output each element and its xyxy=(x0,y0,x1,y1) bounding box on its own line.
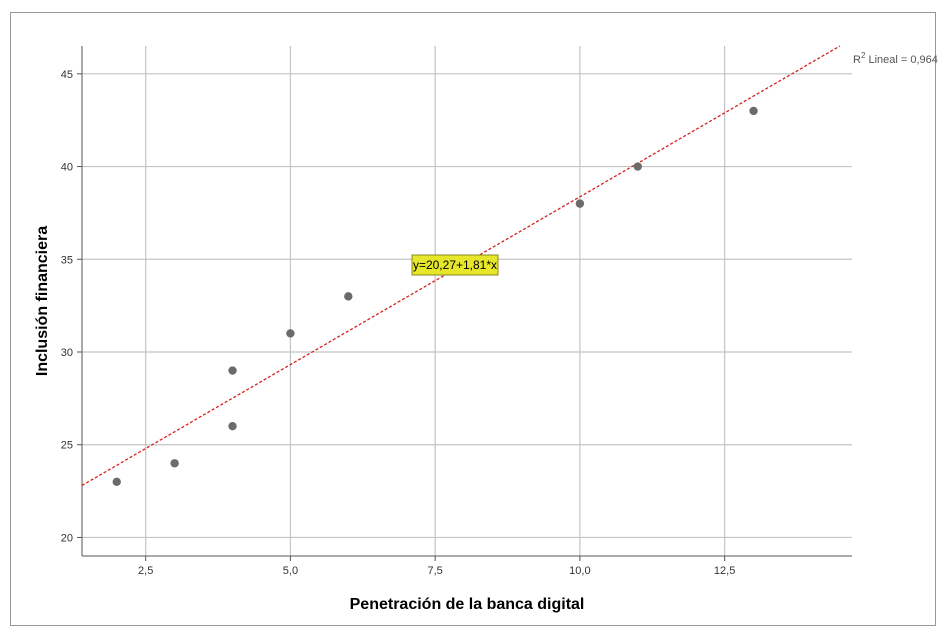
data-point xyxy=(575,199,585,208)
x-axis-title: Penetración de la banca digital xyxy=(350,596,585,613)
data-point xyxy=(228,421,237,431)
equation-label: y=20,27+1,81*x xyxy=(413,258,497,272)
data-point xyxy=(749,106,758,116)
data-point xyxy=(112,477,121,487)
x-tick-label: 7,5 xyxy=(428,565,443,577)
data-point xyxy=(170,459,179,468)
y-tick-label: 30 xyxy=(61,347,73,359)
y-tick-label: 35 xyxy=(61,254,73,266)
y-tick-label: 40 xyxy=(61,162,73,174)
x-tick-label: 5,0 xyxy=(283,565,298,577)
y-tick-label: 45 xyxy=(61,69,73,81)
data-point xyxy=(228,366,237,375)
regression-line xyxy=(81,45,841,487)
data-point xyxy=(633,162,642,171)
r-squared-label: R2 Lineal = 0,964 xyxy=(853,51,938,66)
x-tick-label: 10,0 xyxy=(569,565,590,577)
x-tick-label: 2,5 xyxy=(138,565,153,577)
chart-frame xyxy=(10,12,936,626)
y-axis-title: Inclusión financiera xyxy=(34,226,51,376)
data-point xyxy=(286,329,295,338)
y-tick-label: 25 xyxy=(61,440,73,452)
equation-label-box xyxy=(411,254,499,276)
y-tick-label: 20 xyxy=(61,532,73,544)
x-tick-label: 12,5 xyxy=(714,565,735,577)
data-point xyxy=(344,292,353,301)
